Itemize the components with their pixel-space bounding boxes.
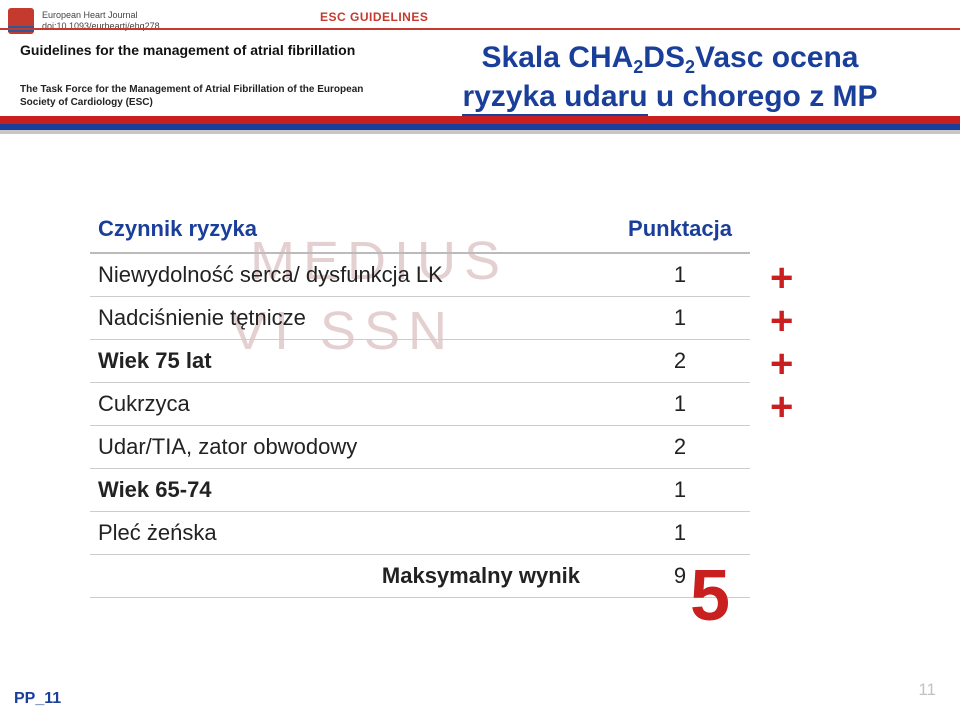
plus-icon: + bbox=[770, 344, 793, 387]
factor-label: Wiek 65-74 bbox=[90, 469, 610, 512]
footer-code: PP_11 bbox=[14, 690, 61, 708]
esc-logo bbox=[8, 8, 34, 34]
factor-points: 1 bbox=[610, 253, 750, 297]
factor-points: 1 bbox=[610, 469, 750, 512]
taskforce-text: The Task Force for the Management of Atr… bbox=[20, 84, 400, 109]
factor-points: 2 bbox=[610, 340, 750, 383]
total-label: Maksymalny wynik bbox=[90, 555, 610, 598]
table-header-row: Czynnik ryzyka Punktacja bbox=[90, 210, 750, 253]
slide-title: Skala CHA2DS2Vasc ocena ryzyka udaru u c… bbox=[410, 40, 930, 115]
title-sub: 2 bbox=[633, 57, 643, 77]
table-row: Nadciśnienie tętnicze 1 bbox=[90, 297, 750, 340]
plus-column: + + + + bbox=[770, 258, 793, 430]
slide-header: European Heart Journal doi:10.1093/eurhe… bbox=[0, 0, 960, 130]
factor-label: Niewydolność serca/ dysfunkcja LK bbox=[90, 253, 610, 297]
title-part: u chorego z MP bbox=[656, 80, 878, 113]
title-part: Vasc ocena bbox=[695, 41, 858, 74]
table-row: Wiek 65-74 1 bbox=[90, 469, 750, 512]
title-sub: 2 bbox=[685, 57, 695, 77]
esc-guidelines-badge: ESC GUIDELINES bbox=[320, 10, 428, 24]
factor-points: 1 bbox=[610, 297, 750, 340]
table-row: Wiek 75 lat 2 bbox=[90, 340, 750, 383]
guidelines-title: Guidelines for the management of atrial … bbox=[20, 42, 400, 60]
title-underline: ryzyka udaru bbox=[462, 80, 647, 116]
page-number: 11 bbox=[918, 680, 936, 700]
factor-label: Cukrzyca bbox=[90, 383, 610, 426]
factor-points: 1 bbox=[610, 383, 750, 426]
col-points-header: Punktacja bbox=[610, 210, 750, 253]
score-final: 5 bbox=[690, 555, 730, 637]
col-factor-header: Czynnik ryzyka bbox=[90, 210, 610, 253]
bar-grey bbox=[0, 130, 960, 134]
title-part: DS bbox=[643, 41, 685, 74]
journal-name: European Heart Journal bbox=[42, 10, 160, 21]
risk-table-wrap: Czynnik ryzyka Punktacja Niewydolność se… bbox=[90, 210, 870, 598]
table-row: Niewydolność serca/ dysfunkcja LK 1 bbox=[90, 253, 750, 297]
table-total-row: Maksymalny wynik 9 bbox=[90, 555, 750, 598]
title-part: Skala CHA bbox=[482, 41, 634, 74]
table-row: Pleć żeńska 1 bbox=[90, 512, 750, 555]
header-rule bbox=[0, 28, 960, 30]
factor-label: Nadciśnienie tętnicze bbox=[90, 297, 610, 340]
factor-label: Wiek 75 lat bbox=[90, 340, 610, 383]
risk-table: Czynnik ryzyka Punktacja Niewydolność se… bbox=[90, 210, 750, 598]
factor-label: Pleć żeńska bbox=[90, 512, 610, 555]
plus-icon: + bbox=[770, 387, 793, 430]
plus-icon: + bbox=[770, 301, 793, 344]
table-row: Udar/TIA, zator obwodowy 2 bbox=[90, 426, 750, 469]
plus-icon: + bbox=[770, 258, 793, 301]
factor-points: 1 bbox=[610, 512, 750, 555]
bar-red bbox=[0, 116, 960, 124]
table-row: Cukrzyca 1 bbox=[90, 383, 750, 426]
factor-points: 2 bbox=[610, 426, 750, 469]
factor-label: Udar/TIA, zator obwodowy bbox=[90, 426, 610, 469]
